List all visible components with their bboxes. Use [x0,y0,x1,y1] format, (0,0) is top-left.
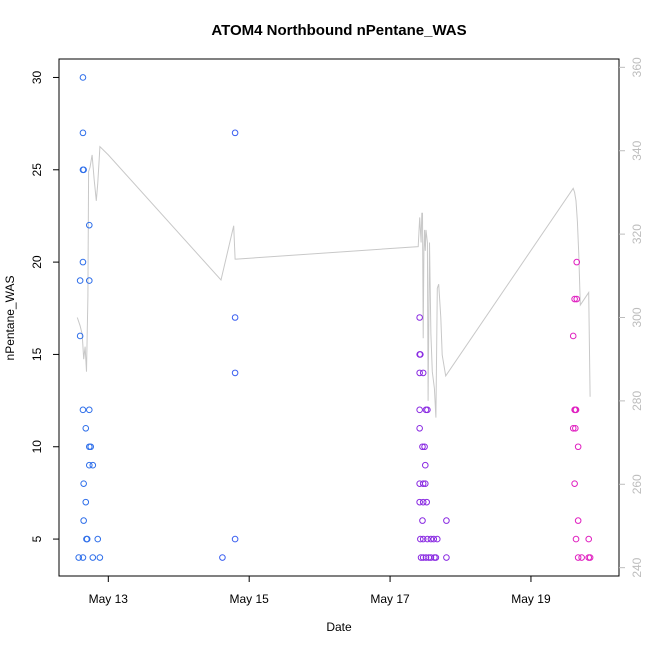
right-axis: 240 260 280 300 320 340 360 [619,57,644,578]
data-point [231,535,239,543]
data-point [432,554,440,561]
x-tick-label: May 15 [230,592,270,606]
data-point [572,406,580,414]
data-point [80,517,87,524]
y2-tick-label: 240 [630,557,644,577]
secondary-series-line [76,145,591,418]
data-point [417,351,424,358]
data-point [586,554,594,561]
data-point [569,332,577,340]
data-point [572,424,579,432]
data-point [571,480,578,487]
data-point [573,295,581,303]
data-point [421,461,429,469]
plot-frame [58,58,620,577]
data-point [419,480,427,487]
y-tick-label: 20 [30,255,44,269]
data-point [89,461,97,469]
data-point [416,369,423,377]
points-layer [75,74,594,561]
data-point [573,258,581,266]
data-point [574,517,582,524]
x-tick-label: May 19 [511,592,551,606]
chart-title: ATOM4 Northbound nPentane_WAS [211,22,466,39]
data-point [571,295,578,303]
data-point [76,277,84,284]
data-point [231,369,239,377]
data-point [574,554,582,561]
data-point [231,314,239,321]
y-tick-label: 25 [30,163,44,177]
data-point [79,406,87,414]
data-point [79,258,87,266]
y2-tick-label: 300 [630,307,644,327]
data-point [79,129,87,137]
data-point [572,535,580,543]
data-point [574,443,582,451]
data-point [80,480,87,487]
data-point [578,554,585,561]
data-point [417,535,424,543]
data-point [416,424,423,432]
x-tick-label: May 13 [89,592,129,606]
data-point [85,277,93,284]
data-point [76,332,84,340]
left-axis: 5 10 15 20 25 30 [30,70,59,542]
data-point [96,554,104,561]
x-tick-label: May 17 [370,592,410,606]
data-point [419,498,427,506]
data-point [427,554,435,561]
data-point [219,554,226,561]
secondary-line-layer [76,145,591,418]
data-point [231,129,239,137]
data-point [83,535,91,543]
y-tick-label: 30 [30,70,44,84]
data-point [421,443,428,451]
data-point [416,314,423,321]
data-point [87,443,94,451]
data-point [419,369,427,377]
data-point [424,406,431,414]
data-point [94,535,102,543]
data-point [89,554,97,561]
y2-tick-label: 260 [630,474,644,494]
data-point [443,517,450,524]
data-point [416,406,423,414]
data-point [82,498,90,506]
data-point [424,535,431,543]
y2-tick-label: 360 [630,57,644,77]
data-point [585,535,593,543]
data-point [75,554,83,561]
data-point [79,554,87,561]
data-point [422,554,430,561]
data-point [430,535,438,543]
data-point [419,517,426,524]
data-point [419,443,426,451]
y2-tick-label: 340 [630,140,644,160]
data-point [79,74,87,81]
data-point [419,535,427,543]
y2-tick-label: 320 [630,224,644,244]
data-point [85,406,93,414]
data-point [85,461,93,469]
data-point [82,424,90,432]
y-tick-label: 15 [30,347,44,361]
data-point [85,221,93,229]
data-point [80,166,87,174]
y-tick-label: 5 [30,535,44,542]
y-axis-label: nPentane_WAS [3,276,17,361]
data-point [421,480,429,487]
data-point [416,498,423,506]
bottom-axis: May 13 May 15 May 17 May 19 [89,576,551,606]
data-point [427,535,435,543]
data-point [443,554,450,561]
data-point [433,535,441,543]
data-point [417,554,425,561]
data-point [423,498,430,506]
data-point [569,424,577,432]
y2-tick-label: 280 [630,391,644,411]
y-tick-label: 10 [30,440,44,454]
x-axis-label: Date [326,620,352,634]
